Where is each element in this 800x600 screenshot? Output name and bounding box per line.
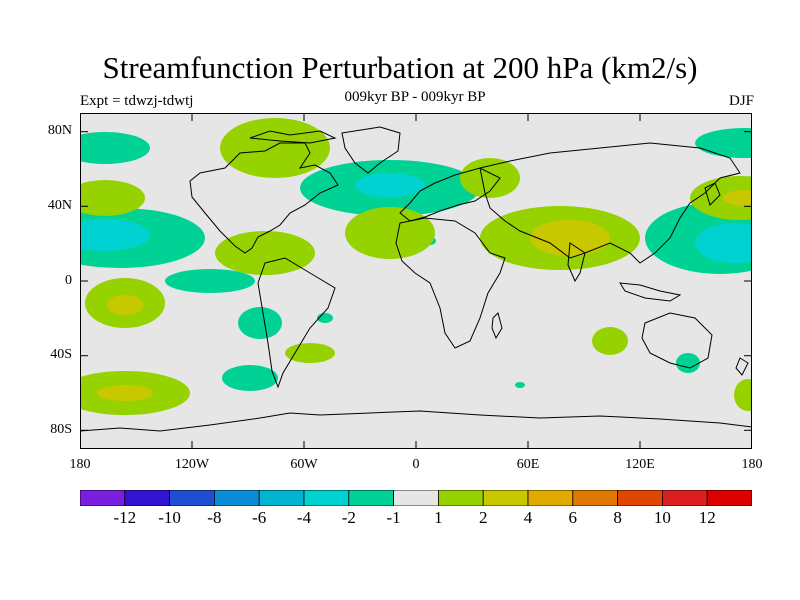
positive-anomaly-core [107, 295, 143, 315]
positive-anomaly-region [460, 158, 520, 198]
axis-ticks [80, 113, 752, 449]
season-label: DJF [728, 93, 754, 109]
experiment-label: Expt = tdwzj-tdwtj [80, 93, 194, 109]
lon-tick-label: 120E [625, 457, 655, 472]
negative-anomaly-region [80, 132, 150, 164]
colorbar-swatch [124, 490, 170, 506]
positive-anomaly-core [530, 220, 610, 256]
positive-anomaly-region [80, 180, 145, 216]
positive-anomaly-core [97, 385, 153, 401]
negative-anomaly-region [676, 353, 700, 373]
colorbar-tick-label: -4 [296, 508, 312, 527]
negative-anomaly-core [355, 173, 425, 197]
colorbar-swatch [303, 490, 350, 506]
colorbar-tick-label: -12 [113, 508, 137, 527]
lon-tick-label: 60E [516, 457, 540, 472]
negative-anomaly-region [238, 307, 282, 339]
negative-anomaly-region [515, 382, 525, 388]
colorbar-tick-label: 12 [698, 508, 716, 527]
positive-anomaly-region [215, 231, 315, 275]
colorbar-swatch [80, 490, 126, 506]
colorbar-swatch [527, 490, 574, 506]
colorbar-swatch [482, 490, 529, 506]
lon-tick-label: 60W [290, 457, 318, 472]
colorbar [80, 490, 752, 506]
colorbar-tick-label: -10 [158, 508, 181, 527]
colorbar-swatch [169, 490, 215, 506]
coastlines [80, 126, 752, 432]
negative-anomaly-region [165, 269, 255, 293]
colorbar-tick-label: 1 [434, 508, 443, 527]
colorbar-tick-label: 2 [478, 508, 488, 527]
colorbar-tick-label: 10 [653, 508, 671, 527]
negative-anomaly-core [80, 219, 150, 251]
negative-anomaly-region [695, 128, 752, 158]
period-label: 009kyr BP - 009kyr BP [344, 89, 486, 105]
lat-tick-label: 40S [50, 347, 72, 362]
lat-tick-label: 0 [65, 273, 72, 288]
lon-tick-label: 180 [69, 457, 91, 472]
positive-anomaly-region [285, 343, 335, 363]
colorbar-tick-label: 4 [523, 508, 533, 527]
colorbar-tick-label: 8 [613, 508, 622, 527]
colorbar-tick-label: -8 [207, 508, 222, 527]
map-title: Streamfunction Perturbation at 200 hPa (… [102, 50, 698, 85]
colorbar-swatch [348, 490, 394, 506]
colorbar-swatch [706, 490, 752, 506]
positive-anomaly-region [734, 379, 752, 411]
positive-anomaly-region [690, 176, 752, 220]
colorbar-swatch [662, 490, 708, 506]
positive-anomaly-region [220, 118, 330, 178]
colorbar-tick-label: -1 [386, 508, 401, 527]
positive-anomaly-core [723, 190, 752, 206]
colorbar-tick-label: -6 [252, 508, 267, 527]
lon-tick-label: 180 [741, 457, 763, 472]
lon-tick-label: 120W [174, 457, 210, 472]
positive-anomaly-region [592, 327, 628, 355]
colorbar-swatch [258, 490, 305, 506]
colorbar-swatch [437, 490, 484, 506]
colorbar-swatch [213, 490, 260, 506]
negative-anomaly-core [695, 223, 752, 263]
colorbar-swatch [393, 490, 439, 506]
colorbar-tick-label: 6 [568, 508, 578, 527]
colorbar-swatch [617, 490, 663, 506]
colorbar-tick-label: -2 [341, 508, 356, 527]
negative-anomaly-region [222, 365, 278, 391]
colorbar-swatch [572, 490, 618, 506]
positive-anomaly-region [345, 207, 435, 259]
lat-tick-label: 80S [50, 422, 72, 437]
lat-tick-label: 40N [47, 198, 72, 213]
map-plot [80, 113, 752, 449]
lat-tick-label: 80N [47, 123, 72, 138]
lon-tick-label: 0 [412, 457, 420, 472]
